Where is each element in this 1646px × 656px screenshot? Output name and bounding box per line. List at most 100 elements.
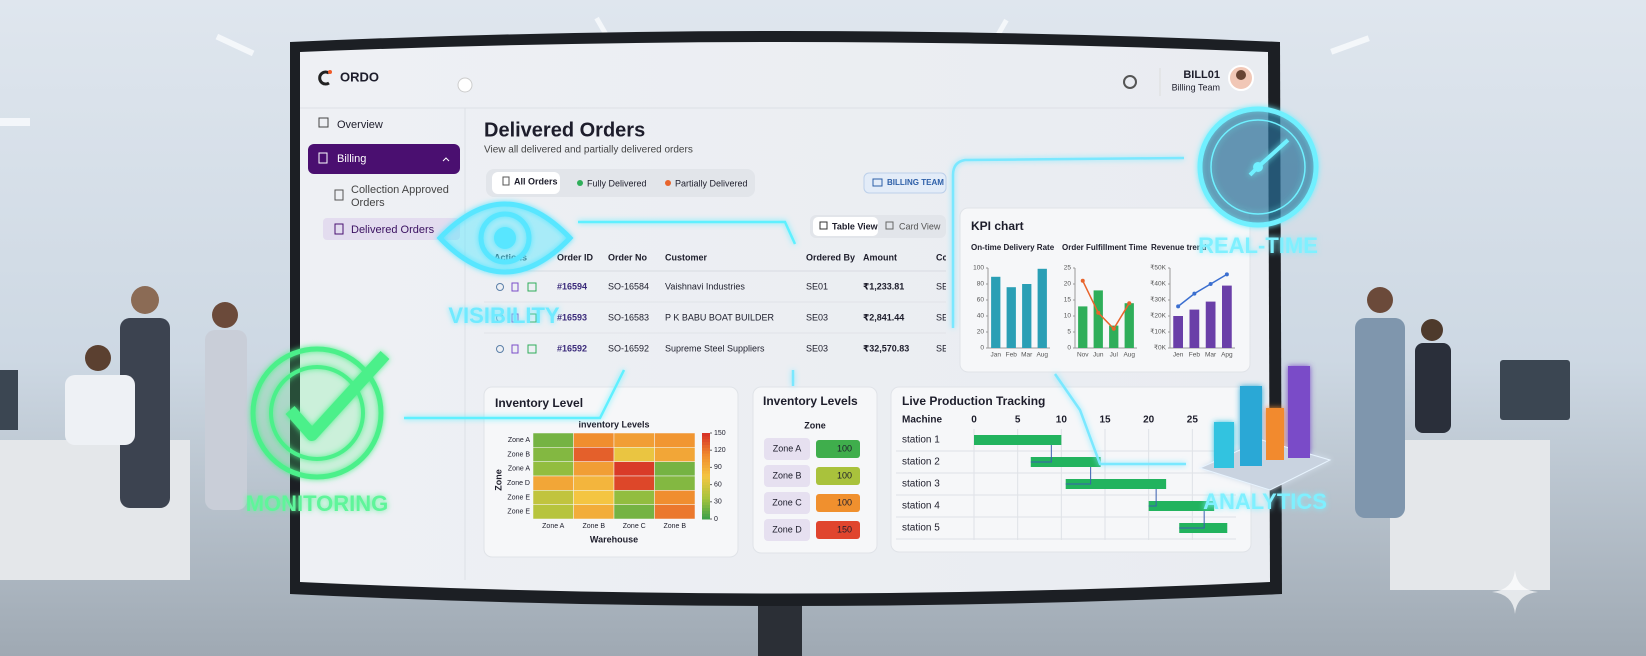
realtime-icon [1197,106,1319,228]
table-cell: SE [936,343,948,353]
card-title: Live Production Tracking [902,394,1045,408]
nav-item[interactable]: Overview [337,119,383,131]
nav-item[interactable]: Billing [337,153,366,165]
overlay-label: VISIBILITY [448,303,560,328]
view-active[interactable] [813,217,878,236]
table-cell: SE01 [806,281,828,291]
table-cell: ₹1,233.81 [863,281,904,291]
chart-title: On-time Delivery Rate [971,243,1055,252]
table-cell: Supreme Steel Suppliers [665,343,765,353]
zone-value-box [816,494,860,512]
sparkle [1492,570,1538,614]
colorbar-segment [702,433,710,437]
nav-active[interactable] [308,144,460,174]
y-tick-label: Zone A [508,437,531,444]
colorbar-segment [702,438,710,443]
y-tick-label: ₹10K [1150,329,1166,336]
analytics-icon [1198,366,1332,491]
table-cell: ₹2,841.44 [863,312,904,322]
bar [1006,287,1016,348]
nav-subitem[interactable]: Delivered Orders [351,224,435,236]
x-tick-label: Feb [1189,352,1201,359]
colorbar-segment [702,490,710,494]
subitem-icon [334,223,344,235]
view-action[interactable] [496,283,504,291]
heat-cell [573,432,615,448]
view-action[interactable] [496,314,504,322]
bar [1093,290,1103,348]
table-cell: #16594 [557,281,587,291]
heat-cell [573,475,615,491]
overlay-label: MONITORING [246,491,389,516]
view-action[interactable] [496,345,504,353]
heat-cell [532,490,574,505]
x-tick-label: 5 [1015,415,1021,426]
y-tick-label: 20 [977,329,985,336]
table-cell: P K BABU BOAT BUILDER [665,312,775,322]
heat-cell [573,447,615,462]
x-tick-label: Zone B [663,523,686,530]
bar [1189,309,1200,348]
zone-pill [764,465,810,487]
y-tick-label: 0 [980,345,984,352]
card-title: Inventory Level [495,396,583,410]
x-tick-label: 0 [971,415,977,426]
y-tick-label: 5 [1067,329,1071,336]
zone-pill [764,519,810,541]
tab[interactable]: Fully Delivered [587,178,647,188]
point [1080,278,1085,283]
subitem-wrap: Collection Approved Orders [351,184,449,209]
gantt-chart: 0 5 10 15 20 25 station 1 station 2 station 3 sta… [896,415,1236,540]
zone-label: Zone D [772,524,802,534]
x-tick-label: Feb [1006,352,1018,359]
subitem-active[interactable] [323,218,460,240]
tab[interactable]: Partially Delivered [675,178,748,188]
task-bar [1065,479,1167,489]
y-tick-label: Zone A [508,466,531,473]
logo-text: ORDO [340,69,379,84]
print-action[interactable] [527,282,537,292]
doc-action[interactable] [511,344,519,354]
tab[interactable]: All Orders [514,176,558,186]
line [1082,280,1130,331]
y-tick-label: 60 [977,297,985,304]
print-action[interactable] [527,313,537,323]
colorbar-segment [702,444,710,448]
column-header: Cc [936,252,948,262]
nav-subitem[interactable]: Collection Approved Orders [351,184,449,209]
bar [1173,316,1183,348]
bar [991,276,1001,348]
x-tick-label: Jen [1173,352,1184,359]
zone-value: 100 [837,497,852,507]
colorbar-segment [702,441,710,445]
view-option[interactable]: Table View [832,221,879,231]
y-tick-label: 0 [1067,345,1071,352]
task-bar [1030,457,1101,467]
card-title: Inventory Levels [763,394,858,408]
colorbar-segment [702,504,710,509]
x-tick-label: Zone C [623,523,646,530]
tab-icon [502,176,510,186]
table-cell: Vaishnavi Industries [665,281,745,291]
colorbar-segment [702,510,710,514]
x-tick-label: 10 [1056,415,1068,426]
print-action[interactable] [527,344,537,354]
bar [1124,303,1134,348]
x-tick-label: Mar [1205,352,1217,359]
colorbar-segment [702,455,710,460]
settings-icon[interactable] [1123,75,1137,89]
colorbar-segment [702,487,710,491]
x-tick-label: Nov [1077,352,1089,359]
logo-icon [318,70,330,86]
view-icon [819,221,828,230]
doc-action[interactable] [511,282,519,292]
doc-action[interactable] [511,313,519,323]
x-tick-label: Mar [1021,352,1033,359]
table-cell: #16592 [557,343,587,353]
heat-cell [654,475,696,491]
collapse-button[interactable] [457,77,473,93]
colorbar-segment [702,464,710,468]
zone-label: Zone C [772,497,802,507]
colorbar-segment [702,435,710,440]
view-option[interactable]: Card View [899,221,941,231]
